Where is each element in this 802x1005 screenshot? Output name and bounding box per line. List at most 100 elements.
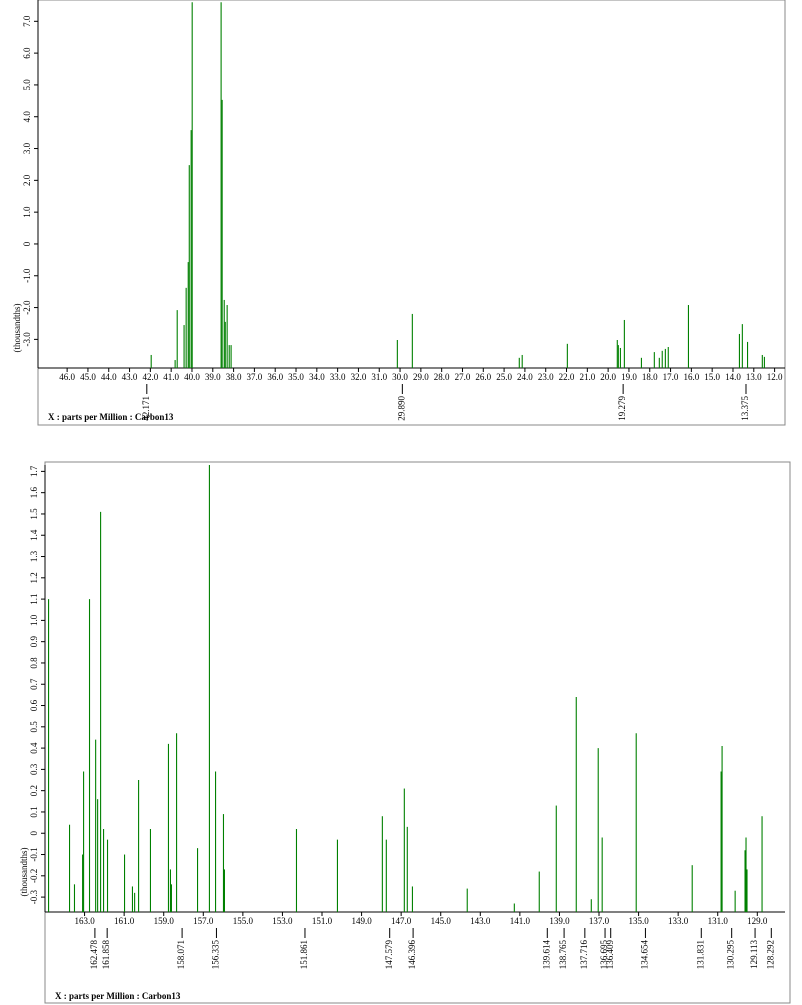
x-tick-label: 157.0: [193, 916, 214, 926]
y-tick-label: -0.3: [29, 889, 39, 904]
y-tick-label: 0.5: [29, 721, 39, 733]
x-tick-label: 145.0: [431, 916, 452, 926]
x-tick-label: 27.0: [455, 372, 471, 382]
y-tick-label: 1.5: [29, 508, 39, 520]
x-tick-label: 39.0: [205, 372, 221, 382]
x-tick-label: 21.0: [579, 372, 595, 382]
peak-label: 130.295: [726, 940, 736, 970]
y-tick-label: 1.2: [29, 572, 39, 583]
y-tick-label: 7.0: [22, 15, 32, 27]
spectrum: [150, 2, 765, 368]
y-tick-label: 1.6: [29, 487, 39, 499]
x-tick-label: 31.0: [371, 372, 387, 382]
y-tick-label: -0.1: [29, 847, 39, 861]
peak-label: 29.890: [396, 396, 406, 421]
spectrum: [48, 465, 763, 912]
y-tick-label: 1.4: [29, 529, 39, 541]
x-tick-label: 151.0: [312, 916, 333, 926]
y-axis-label: (thousandths): [12, 304, 22, 353]
x-tick-label: 20.0: [600, 372, 616, 382]
y-tick-label: 3.0: [22, 142, 32, 154]
peak-label: 134.654: [639, 940, 649, 970]
x-tick-label: 32.0: [351, 372, 367, 382]
x-tick-label: 14.0: [725, 372, 741, 382]
x-tick-label: 163.0: [74, 916, 95, 926]
y-tick-label: 1.7: [29, 465, 39, 477]
x-tick-label: 139.0: [549, 916, 570, 926]
peak-label: 136.409: [605, 940, 615, 970]
peak-label: 139.614: [541, 940, 551, 970]
x-tick-label: 45.0: [80, 372, 96, 382]
x-tick-label: 17.0: [663, 372, 679, 382]
x-tick-label: 42.0: [142, 372, 158, 382]
x-axis-label: X : parts per Million : Carbon13: [55, 991, 181, 1001]
x-tick-label: 26.0: [475, 372, 491, 382]
x-tick-label: 18.0: [642, 372, 658, 382]
x-tick-label: 15.0: [704, 372, 720, 382]
peak-label: 162.478: [89, 940, 99, 970]
x-tick-label: 44.0: [101, 372, 117, 382]
x-tick-label: 137.0: [589, 916, 610, 926]
x-tick-label: 30.0: [392, 372, 408, 382]
y-tick-label: 0.9: [29, 636, 39, 648]
peak-label: 138.765: [558, 940, 568, 970]
y-tick-label: 1.1: [29, 593, 39, 604]
y-tick-label: 0: [29, 830, 39, 835]
x-tick-label: 40.0: [184, 372, 200, 382]
y-tick-label: 6.0: [22, 47, 32, 59]
x-tick-label: 141.0: [510, 916, 531, 926]
y-tick-label: 4.0: [22, 111, 32, 123]
y-tick-label: -1.0: [22, 268, 32, 283]
x-tick-label: 22.0: [559, 372, 575, 382]
peak-label: 19.279: [617, 396, 627, 421]
y-tick-label: 0.7: [29, 678, 39, 690]
peak-label: 137.716: [579, 940, 589, 970]
x-tick-label: 133.0: [668, 916, 689, 926]
y-tick-label: 0: [22, 241, 32, 246]
peak-label: 151.861: [299, 940, 309, 969]
x-tick-label: 23.0: [538, 372, 554, 382]
x-tick-label: 149.0: [351, 916, 372, 926]
peak-label: 136.695: [599, 940, 609, 970]
y-tick-label: 0.4: [29, 742, 39, 754]
peak-label: 42.171: [141, 396, 151, 421]
x-tick-label: 159.0: [154, 916, 175, 926]
x-tick-label: 34.0: [309, 372, 325, 382]
x-tick-label: 135.0: [628, 916, 649, 926]
y-tick-label: -0.2: [29, 869, 39, 883]
y-tick-label: 1.0: [22, 206, 32, 218]
peak-label: 146.396: [407, 940, 417, 970]
x-tick-label: 36.0: [267, 372, 283, 382]
peak-label: 129.113: [749, 940, 759, 969]
peak-label: 13.375: [740, 396, 750, 421]
x-tick-label: 35.0: [288, 372, 304, 382]
x-tick-label: 16.0: [683, 372, 699, 382]
x-tick-label: 38.0: [226, 372, 242, 382]
x-axis-label: X : parts per Million : Carbon13: [48, 412, 174, 422]
y-tick-label: 1.0: [29, 614, 39, 626]
y-tick-label: 0.6: [29, 699, 39, 711]
peak-label: 131.831: [695, 940, 705, 969]
x-tick-label: 161.0: [114, 916, 135, 926]
x-tick-label: 19.0: [621, 372, 637, 382]
y-tick-label: 5.0: [22, 79, 32, 91]
y-tick-label: 0.8: [29, 657, 39, 669]
x-tick-label: 143.0: [470, 916, 491, 926]
y-tick-label: 0.2: [29, 785, 39, 796]
x-tick-label: 131.0: [708, 916, 729, 926]
y-tick-label: -3.0: [22, 332, 32, 347]
y-tick-label: 0.3: [29, 763, 39, 775]
x-tick-label: 37.0: [247, 372, 263, 382]
x-tick-label: 41.0: [163, 372, 179, 382]
y-tick-label: 2.0: [22, 174, 32, 186]
x-tick-label: 43.0: [122, 372, 138, 382]
peak-label: 158.071: [176, 940, 186, 969]
x-tick-label: 147.0: [391, 916, 412, 926]
peak-label: 161.858: [101, 940, 111, 970]
x-tick-label: 12.0: [767, 372, 783, 382]
x-tick-label: 153.0: [272, 916, 293, 926]
y-tick-label: 0.1: [29, 806, 39, 817]
x-tick-label: 29.0: [413, 372, 429, 382]
peak-label: 147.579: [384, 940, 394, 970]
